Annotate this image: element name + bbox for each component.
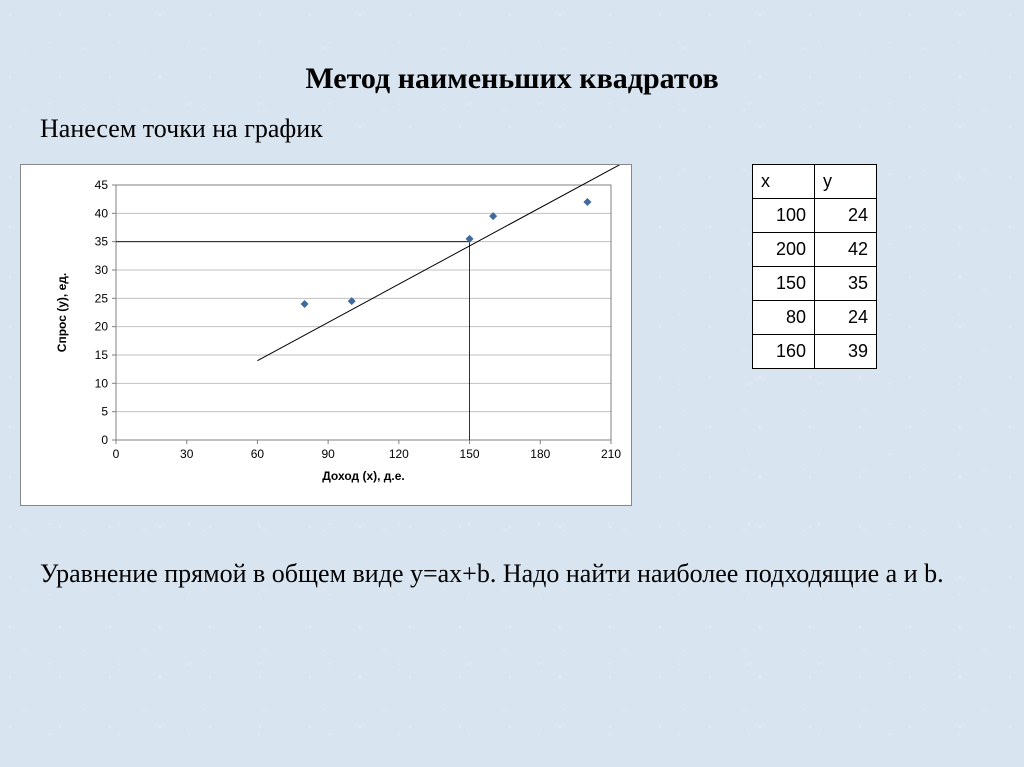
svg-text:0: 0 bbox=[101, 433, 108, 447]
svg-text:40: 40 bbox=[95, 206, 109, 220]
svg-text:15: 15 bbox=[95, 348, 109, 362]
svg-text:25: 25 bbox=[95, 291, 109, 305]
svg-text:60: 60 bbox=[251, 447, 265, 461]
table-row: 8024 bbox=[753, 301, 877, 335]
table-header-y: y bbox=[815, 165, 877, 199]
svg-text:Спрос (y), ед.: Спрос (y), ед. bbox=[55, 273, 69, 352]
svg-text:120: 120 bbox=[389, 447, 409, 461]
scatter-chart: 0 5 10 15 20 25 30 35 40 45 0 30 60 90 120 150 180 210 Дох… bbox=[20, 164, 632, 506]
table-cell: 35 bbox=[815, 267, 877, 301]
table-cell: 200 bbox=[753, 233, 815, 267]
svg-text:90: 90 bbox=[321, 447, 335, 461]
table-cell: 150 bbox=[753, 267, 815, 301]
table-cell: 42 bbox=[815, 233, 877, 267]
data-table: x y 100242004215035802416039 bbox=[752, 164, 877, 369]
svg-text:5: 5 bbox=[101, 405, 108, 419]
svg-text:10: 10 bbox=[95, 376, 109, 390]
content-row: 0 5 10 15 20 25 30 35 40 45 0 30 60 90 120 150 180 210 Дох… bbox=[0, 164, 1024, 506]
svg-text:150: 150 bbox=[460, 447, 480, 461]
svg-text:Доход (x), д.е.: Доход (x), д.е. bbox=[322, 469, 405, 483]
table-row: 16039 bbox=[753, 335, 877, 369]
svg-text:180: 180 bbox=[530, 447, 550, 461]
svg-text:0: 0 bbox=[113, 447, 120, 461]
table-row: 20042 bbox=[753, 233, 877, 267]
table-header-row: x y bbox=[753, 165, 877, 199]
svg-text:45: 45 bbox=[95, 178, 109, 192]
table-row: 10024 bbox=[753, 199, 877, 233]
page-title: Метод наименьших квадратов bbox=[0, 62, 1024, 96]
table-header-x: x bbox=[753, 165, 815, 199]
table-cell: 80 bbox=[753, 301, 815, 335]
table-cell: 24 bbox=[815, 199, 877, 233]
svg-text:20: 20 bbox=[95, 320, 109, 334]
svg-text:30: 30 bbox=[95, 263, 109, 277]
chart-svg: 0 5 10 15 20 25 30 35 40 45 0 30 60 90 120 150 180 210 Дох… bbox=[21, 165, 631, 505]
equation-text: Уравнение прямой в общем виде y=ax+b. На… bbox=[40, 556, 984, 591]
svg-text:35: 35 bbox=[95, 235, 109, 249]
table-cell: 39 bbox=[815, 335, 877, 369]
table-row: 15035 bbox=[753, 267, 877, 301]
table-cell: 24 bbox=[815, 301, 877, 335]
table-cell: 100 bbox=[753, 199, 815, 233]
page-subtitle: Нанесем точки на график bbox=[40, 114, 1024, 144]
svg-text:30: 30 bbox=[180, 447, 194, 461]
table-cell: 160 bbox=[753, 335, 815, 369]
svg-text:210: 210 bbox=[601, 447, 621, 461]
